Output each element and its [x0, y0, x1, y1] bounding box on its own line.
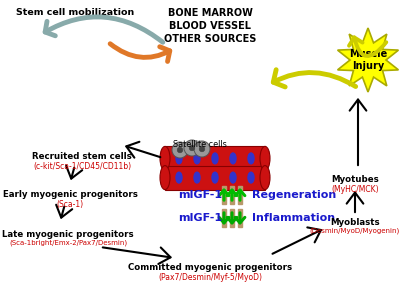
Text: Recruited stem cells: Recruited stem cells	[32, 152, 132, 161]
Ellipse shape	[160, 166, 170, 190]
Ellipse shape	[248, 172, 254, 183]
Ellipse shape	[194, 153, 200, 164]
Text: (c-kit/Sca-1/CD45/CD11b): (c-kit/Sca-1/CD45/CD11b)	[33, 162, 131, 171]
Text: mIGF-1: mIGF-1	[178, 190, 222, 200]
Ellipse shape	[248, 153, 254, 164]
Circle shape	[189, 145, 195, 151]
Text: Regeneration: Regeneration	[252, 190, 336, 200]
Bar	[230, 209, 234, 227]
Ellipse shape	[160, 146, 170, 171]
Circle shape	[194, 141, 210, 157]
Text: (Desmin/MyoD/Myogenin): (Desmin/MyoD/Myogenin)	[310, 228, 400, 235]
Text: Committed myogenic progenitors: Committed myogenic progenitors	[128, 263, 292, 272]
Text: Myoblasts: Myoblasts	[330, 218, 380, 227]
Circle shape	[177, 147, 183, 153]
Ellipse shape	[212, 153, 218, 164]
Text: (Sca-1bright/Emx-2/Pax7/Desmin): (Sca-1bright/Emx-2/Pax7/Desmin)	[9, 240, 127, 246]
Text: Late myogenic progenitors: Late myogenic progenitors	[2, 230, 134, 239]
Ellipse shape	[260, 146, 270, 171]
Bar	[165, 146, 265, 171]
Text: Stem cell mobilization: Stem cell mobilization	[16, 8, 134, 17]
Bar	[230, 186, 234, 204]
Text: Satellite cells: Satellite cells	[173, 140, 227, 149]
Ellipse shape	[230, 172, 236, 183]
Bar	[222, 209, 226, 227]
Text: mIGF-1: mIGF-1	[178, 213, 222, 223]
Text: Inflammation: Inflammation	[252, 213, 335, 223]
Bar	[222, 186, 226, 204]
Bar	[238, 186, 242, 204]
Ellipse shape	[194, 172, 200, 183]
Circle shape	[172, 142, 188, 158]
Text: Myotubes: Myotubes	[331, 175, 379, 184]
Bar	[238, 209, 242, 227]
Ellipse shape	[230, 153, 236, 164]
Ellipse shape	[176, 172, 182, 183]
Text: Muscle
Injury: Muscle Injury	[349, 49, 387, 71]
Circle shape	[184, 140, 200, 156]
Text: (Pax7/Desmin/Myf-5/MyoD): (Pax7/Desmin/Myf-5/MyoD)	[158, 273, 262, 282]
Ellipse shape	[260, 166, 270, 190]
Bar	[165, 166, 265, 190]
Polygon shape	[337, 28, 399, 92]
Text: (MyHC/MCK): (MyHC/MCK)	[331, 185, 379, 194]
Ellipse shape	[176, 153, 182, 164]
Text: BONE MARROW
BLOOD VESSEL
OTHER SOURCES: BONE MARROW BLOOD VESSEL OTHER SOURCES	[164, 8, 256, 44]
Text: Early myogenic progenitors: Early myogenic progenitors	[2, 190, 137, 199]
Ellipse shape	[212, 172, 218, 183]
Text: (Sca-1): (Sca-1)	[57, 200, 84, 209]
Circle shape	[199, 146, 205, 152]
